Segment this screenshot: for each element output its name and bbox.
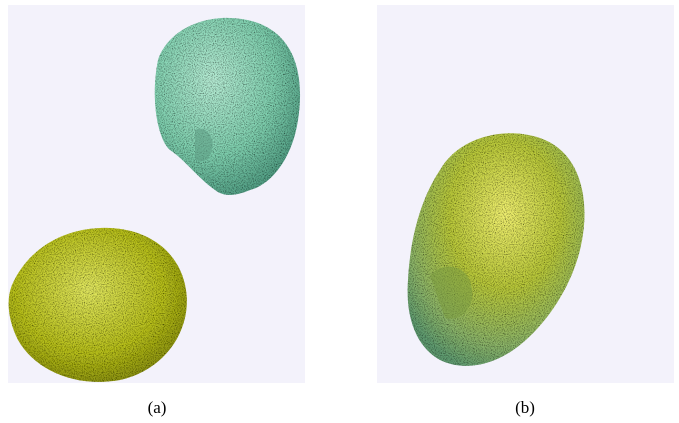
panel-a: (a) <box>8 5 305 417</box>
figure: (a) (b) <box>0 0 679 423</box>
panel-label: (a) <box>148 398 167 417</box>
panel-b: (b) <box>377 5 674 417</box>
panel-label: (b) <box>515 398 535 417</box>
